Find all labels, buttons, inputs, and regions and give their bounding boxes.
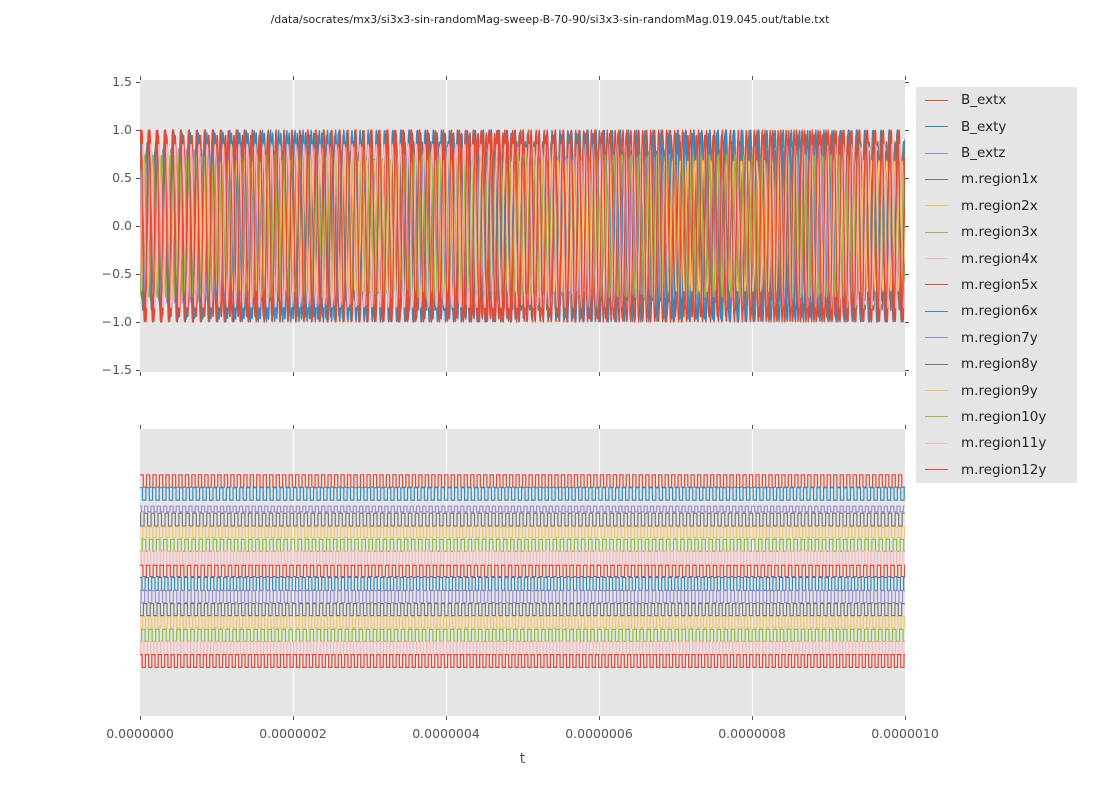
legend-label: m.region3x bbox=[961, 224, 1038, 241]
legend-entry: m.region11y bbox=[916, 430, 1077, 456]
y-tick-label: −1.0 bbox=[101, 314, 132, 330]
legend-line-sample bbox=[925, 469, 948, 471]
y-tick-label: 1.5 bbox=[112, 73, 132, 89]
legend-label: m.region8y bbox=[961, 356, 1038, 373]
legend-entry: m.region9y bbox=[916, 377, 1077, 403]
legend-line-sample bbox=[925, 178, 948, 180]
legend-line-sample bbox=[925, 205, 948, 207]
legend-label: B_extz bbox=[961, 145, 1006, 162]
x-tick-label: 0.0000000 bbox=[106, 726, 174, 741]
legend-entry: B_extz bbox=[916, 140, 1077, 166]
legend-entry: m.region5x bbox=[916, 272, 1077, 298]
legend-entry: m.region6x bbox=[916, 298, 1077, 324]
legend-label: m.region12y bbox=[961, 461, 1047, 478]
legend-line-sample bbox=[925, 126, 948, 128]
legend-line-sample bbox=[925, 99, 948, 101]
legend-entry: m.region7y bbox=[916, 325, 1077, 351]
x-tick-label: 0.0000010 bbox=[871, 726, 939, 741]
y-tick-label: −1.5 bbox=[101, 362, 132, 378]
legend-entry: m.region4x bbox=[916, 245, 1077, 271]
legend-label: m.region10y bbox=[961, 408, 1047, 425]
legend-entry: m.region8y bbox=[916, 351, 1077, 377]
legend-line-sample bbox=[925, 152, 948, 154]
legend-entry: B_extx bbox=[916, 87, 1077, 113]
legend-label: B_extx bbox=[961, 92, 1007, 109]
legend-line-sample bbox=[925, 284, 948, 286]
legend-line-sample bbox=[925, 231, 948, 233]
x-axis-label: t bbox=[519, 751, 526, 767]
legend: B_extx B_exty B_extz m.region1x m.region2x m.… bbox=[916, 87, 1077, 483]
x-tick-label: 0.0000006 bbox=[565, 726, 633, 741]
legend-label: m.region6x bbox=[961, 303, 1038, 320]
legend-entry: m.region12y bbox=[916, 457, 1077, 483]
legend-label: m.region5x bbox=[961, 276, 1038, 293]
legend-line-sample bbox=[925, 363, 948, 365]
legend-line-sample bbox=[925, 416, 948, 418]
legend-line-sample bbox=[925, 442, 948, 444]
legend-entry: B_exty bbox=[916, 113, 1077, 139]
legend-entry: m.region3x bbox=[916, 219, 1077, 245]
x-tick-label: 0.0000008 bbox=[718, 726, 786, 741]
plot-title: /data/socrates/mx3/si3x3-sin-randomMag-s… bbox=[270, 13, 830, 26]
x-tick-label: 0.0000004 bbox=[412, 726, 480, 741]
legend-entry: m.region10y bbox=[916, 404, 1077, 430]
y-tick-label: −0.5 bbox=[101, 266, 132, 282]
y-tick-label: 0.5 bbox=[112, 169, 132, 185]
legend-label: m.region2x bbox=[961, 197, 1038, 214]
y-tick-label: 0.0 bbox=[112, 218, 132, 233]
legend-label: m.region11y bbox=[961, 435, 1047, 452]
legend-line-sample bbox=[925, 337, 948, 339]
legend-line-sample bbox=[925, 310, 948, 312]
legend-entry: m.region1x bbox=[916, 166, 1077, 192]
legend-label: m.region9y bbox=[961, 382, 1038, 399]
legend-label: m.region1x bbox=[961, 171, 1038, 188]
legend-label: m.region7y bbox=[961, 329, 1038, 346]
legend-line-sample bbox=[925, 390, 948, 392]
legend-line-sample bbox=[925, 258, 948, 260]
legend-label: B_exty bbox=[961, 118, 1007, 135]
x-tick-label: 0.0000002 bbox=[259, 726, 327, 741]
legend-entry: m.region2x bbox=[916, 193, 1077, 219]
legend-label: m.region4x bbox=[961, 250, 1038, 267]
y-tick-label: 1.0 bbox=[112, 121, 132, 137]
